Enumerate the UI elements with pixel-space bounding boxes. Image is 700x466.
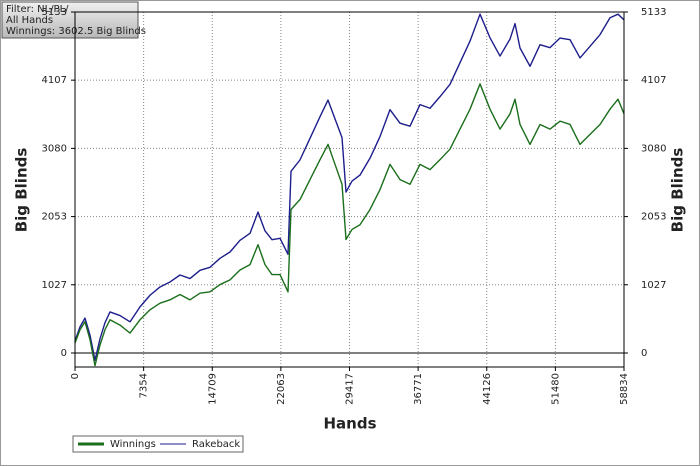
x-tick-label: 51480 bbox=[550, 373, 561, 405]
x-tick-label: 0 bbox=[70, 373, 81, 379]
y2-tick-label: 4107 bbox=[641, 75, 666, 86]
plot-border bbox=[74, 11, 625, 368]
legend-label: Winnings bbox=[110, 439, 156, 450]
series-line bbox=[74, 83, 625, 367]
y-tick-label: 3080 bbox=[42, 143, 67, 154]
x-tick-label: 36771 bbox=[413, 373, 424, 405]
y-tick-label: 4107 bbox=[42, 75, 67, 86]
y2-axis-title: Big Blinds bbox=[669, 148, 687, 233]
y-tick-label: 0 bbox=[61, 348, 67, 359]
y-axis-title: Big Blinds bbox=[13, 148, 31, 233]
x-tick-label: 29417 bbox=[345, 373, 356, 405]
y-tick-label: 2053 bbox=[42, 212, 67, 223]
filter-line: Winnings: 3602.5 Big Blinds bbox=[6, 26, 146, 37]
x-tick-label: 44126 bbox=[482, 373, 493, 405]
series-line bbox=[74, 13, 625, 361]
x-tick-label: 58834 bbox=[619, 373, 630, 405]
filter-box bbox=[1, 1, 139, 39]
y2-tick-label: 1027 bbox=[641, 280, 666, 291]
filter-line: All Hands bbox=[6, 15, 53, 26]
y2-tick-label: 0 bbox=[641, 348, 647, 359]
y2-tick-label: 3080 bbox=[641, 143, 666, 154]
y2-tick-label: 5133 bbox=[641, 7, 666, 18]
legend bbox=[72, 435, 244, 453]
legend-label: Rakeback bbox=[192, 439, 240, 450]
y2-tick-label: 2053 bbox=[641, 212, 666, 223]
x-axis-title: Hands bbox=[323, 415, 376, 433]
x-tick-label: 14709 bbox=[207, 373, 218, 405]
x-tick-label: 22063 bbox=[276, 373, 287, 405]
y-tick-label: 1027 bbox=[42, 280, 67, 291]
filter-line: Filter: NL/PL/ bbox=[6, 4, 69, 15]
x-tick-label: 7354 bbox=[139, 373, 150, 398]
y-tick-label: 5133 bbox=[42, 7, 67, 18]
